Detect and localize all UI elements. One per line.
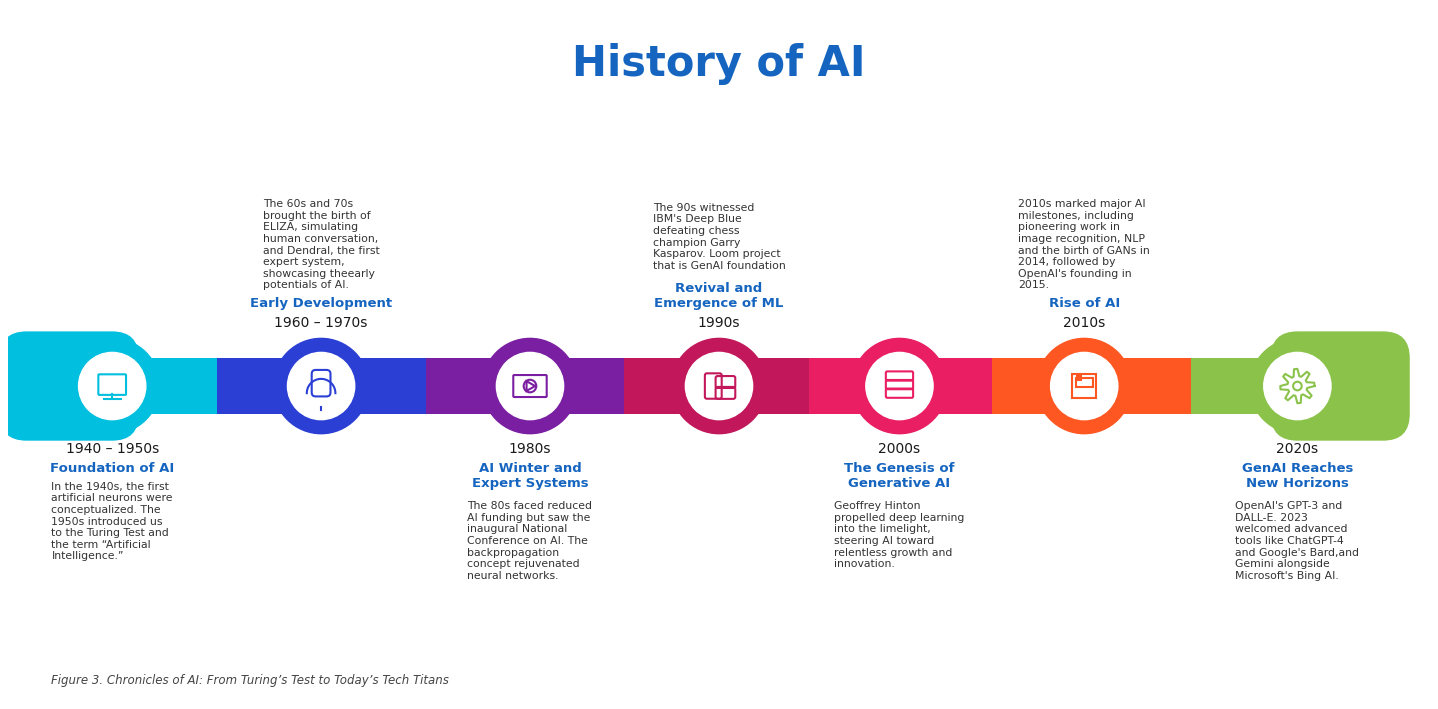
Text: 2020s: 2020s (1277, 442, 1319, 456)
Circle shape (686, 352, 752, 420)
Text: Figure 3. Chronicles of AI: From Turing’s Test to Today’s Tech Titans: Figure 3. Chronicles of AI: From Turing’… (52, 674, 449, 687)
Circle shape (672, 338, 766, 434)
Circle shape (866, 352, 933, 420)
Circle shape (79, 352, 145, 420)
Text: Rise of AI: Rise of AI (1048, 297, 1120, 310)
Text: Foundation of AI: Foundation of AI (50, 462, 174, 475)
Circle shape (288, 352, 355, 420)
FancyBboxPatch shape (1271, 331, 1409, 441)
Circle shape (1051, 352, 1117, 420)
Text: 1940 – 1950s: 1940 – 1950s (66, 442, 158, 456)
Bar (810, 358, 900, 414)
Bar (531, 358, 624, 414)
Text: 1980s: 1980s (509, 442, 551, 456)
Bar (112, 358, 217, 414)
Circle shape (496, 352, 564, 420)
Circle shape (482, 338, 578, 434)
Circle shape (851, 338, 948, 434)
Circle shape (1037, 338, 1132, 434)
Text: The Genesis of
Generative AI: The Genesis of Generative AI (844, 462, 955, 490)
FancyBboxPatch shape (0, 331, 139, 441)
Circle shape (1264, 352, 1332, 420)
Text: OpenAI's GPT-3 and
DALL-E. 2023
welcomed advanced
tools like ChatGPT-4
and Googl: OpenAI's GPT-3 and DALL-E. 2023 welcomed… (1235, 501, 1359, 581)
Text: 1990s: 1990s (697, 316, 741, 330)
Bar (992, 358, 1084, 414)
Text: 2000s: 2000s (879, 442, 920, 456)
Text: Geoffrey Hinton
propelled deep learning
into the limelight,
steering AI toward
r: Geoffrey Hinton propelled deep learning … (834, 501, 965, 569)
Circle shape (1250, 338, 1345, 434)
Bar (1191, 358, 1297, 414)
Bar (426, 358, 531, 414)
Text: The 80s faced reduced
AI funding but saw the
inaugural National
Conference on AI: The 80s faced reduced AI funding but saw… (467, 501, 592, 581)
Text: The 90s witnessed
IBM's Deep Blue
defeating chess
champion Garry
Kasparov. Loom : The 90s witnessed IBM's Deep Blue defeat… (653, 203, 785, 271)
Bar (624, 358, 719, 414)
Bar (719, 358, 810, 414)
Circle shape (273, 338, 368, 434)
Circle shape (65, 338, 160, 434)
Text: Early Development: Early Development (250, 297, 393, 310)
Bar (321, 358, 426, 414)
Text: 2010s marked major AI
milestones, including
pioneering work in
image recognition: 2010s marked major AI milestones, includ… (1018, 199, 1150, 290)
Text: Revival and
Emergence of ML: Revival and Emergence of ML (654, 282, 784, 310)
Text: GenAI Reaches
New Horizons: GenAI Reaches New Horizons (1241, 462, 1353, 490)
Text: AI Winter and
Expert Systems: AI Winter and Expert Systems (472, 462, 588, 490)
Text: History of AI: History of AI (572, 43, 866, 84)
Text: In the 1940s, the first
artificial neurons were
conceptualized. The
1950s introd: In the 1940s, the first artificial neuro… (52, 481, 173, 562)
Bar (900, 358, 992, 414)
Text: The 60s and 70s
brought the birth of
ELIZA, simulating
human conversation,
and D: The 60s and 70s brought the birth of ELI… (263, 199, 380, 290)
Bar (1084, 358, 1191, 414)
Text: 2010s: 2010s (1063, 316, 1106, 330)
Bar (217, 358, 321, 414)
FancyBboxPatch shape (1076, 374, 1081, 381)
Text: 1960 – 1970s: 1960 – 1970s (275, 316, 368, 330)
